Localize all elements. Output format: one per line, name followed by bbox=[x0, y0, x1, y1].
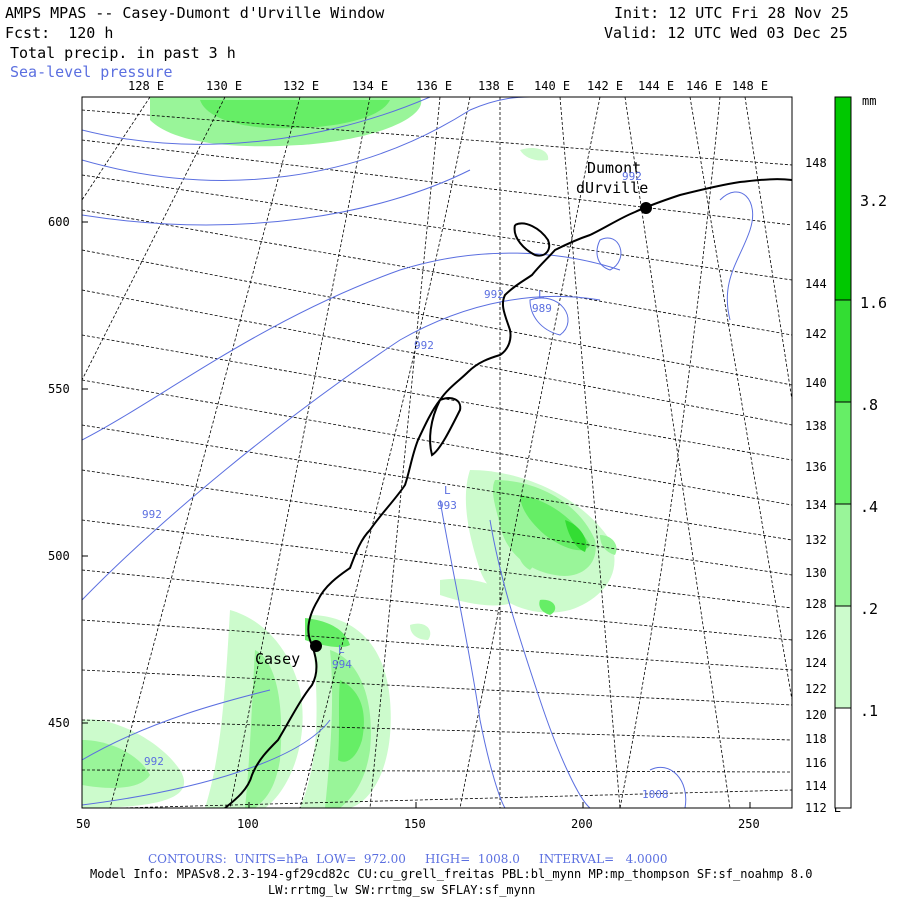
colorbar-label: .8 bbox=[860, 396, 878, 414]
graticule bbox=[82, 97, 792, 808]
svg-text:112 E: 112 E bbox=[805, 801, 841, 815]
map-title: AMPS MPAS -- Casey-Dumont d'Urville Wind… bbox=[5, 4, 385, 22]
top-lon-label: 134 E bbox=[352, 79, 388, 93]
pressure-labels: 992 992 992 992 992 993 989 994 1008 L L… bbox=[142, 170, 669, 801]
colorbar-bin-0p2 bbox=[835, 606, 851, 708]
svg-text:138 E: 138 E bbox=[805, 419, 841, 433]
init-time: Init: 12 UTC Fri 28 Nov 25 bbox=[614, 4, 849, 22]
top-lon-label: 138 E bbox=[478, 79, 514, 93]
svg-text:992: 992 bbox=[414, 339, 434, 352]
svg-text:128 E: 128 E bbox=[805, 597, 841, 611]
svg-text:250: 250 bbox=[738, 817, 760, 831]
colorbar-bin-0p8 bbox=[835, 402, 851, 504]
colorbar-bin-3p2 bbox=[835, 97, 851, 300]
precip-shading bbox=[82, 97, 617, 808]
svg-text:500: 500 bbox=[48, 549, 70, 563]
svg-text:L: L bbox=[338, 643, 345, 656]
scheme-info: LW:rrtmg_lw SW:rrtmg_sw SFLAY:sf_mynn bbox=[268, 883, 536, 897]
contour-info: CONTOURS: UNITS=hPa LOW= 972.00 HIGH= 10… bbox=[148, 852, 668, 866]
colorbar-label: .2 bbox=[860, 600, 878, 618]
field-name: Total precip. in past 3 h bbox=[10, 44, 236, 62]
colorbar-label: 1.6 bbox=[860, 294, 887, 312]
svg-text:116 E: 116 E bbox=[805, 756, 841, 770]
pressure-contours bbox=[82, 97, 754, 808]
top-lon-label: 132 E bbox=[283, 79, 319, 93]
colorbar-unit: mm bbox=[862, 94, 876, 108]
svg-text:148 E: 148 E bbox=[805, 156, 841, 170]
dumont-durville-marker bbox=[640, 202, 652, 214]
valid-time: Valid: 12 UTC Wed 03 Dec 25 bbox=[604, 24, 848, 42]
top-lon-label: 142 E bbox=[587, 79, 623, 93]
overlay-name: Sea-level pressure bbox=[10, 63, 173, 81]
dumont-label: Dumont bbox=[587, 159, 641, 177]
top-lon-label: 144 E bbox=[638, 79, 674, 93]
colorbar-bin-1p6 bbox=[835, 300, 851, 402]
svg-text:600: 600 bbox=[48, 215, 70, 229]
durville-label: dUrville bbox=[576, 179, 648, 197]
svg-text:L: L bbox=[538, 288, 545, 301]
svg-text:992: 992 bbox=[144, 755, 164, 768]
svg-text:450: 450 bbox=[48, 716, 70, 730]
top-lon-label: 140 E bbox=[534, 79, 570, 93]
svg-text:993: 993 bbox=[437, 499, 457, 512]
colorbar-label: 3.2 bbox=[860, 192, 887, 210]
colorbar: mm 3.2 1.6 .8 .4 .2 .1 bbox=[834, 94, 887, 809]
svg-text:114 E: 114 E bbox=[805, 779, 841, 793]
svg-text:100: 100 bbox=[237, 817, 259, 831]
svg-text:120 E: 120 E bbox=[805, 708, 841, 722]
svg-text:140 E: 140 E bbox=[805, 376, 841, 390]
top-lon-label: 128 E bbox=[128, 79, 164, 93]
model-info: Model Info: MPASv8.2.3-194-gf29cd82c CU:… bbox=[90, 867, 813, 881]
svg-text:136 E: 136 E bbox=[805, 460, 841, 474]
svg-text:992: 992 bbox=[142, 508, 162, 521]
svg-text:132 E: 132 E bbox=[805, 533, 841, 547]
svg-text:50: 50 bbox=[76, 817, 90, 831]
colorbar-bin-0p1 bbox=[835, 708, 851, 808]
right-lon-labels: 148 E 146 E 144 E 142 E 140 E 138 E 136 … bbox=[805, 156, 841, 815]
colorbar-label: .1 bbox=[860, 702, 878, 720]
svg-text:122 E: 122 E bbox=[805, 682, 841, 696]
top-lon-labels: 128 E 130 E 132 E 134 E 136 E 138 E 140 … bbox=[128, 79, 768, 93]
svg-text:124 E: 124 E bbox=[805, 656, 841, 670]
svg-text:134 E: 134 E bbox=[805, 498, 841, 512]
svg-text:992: 992 bbox=[484, 288, 504, 301]
top-lon-label: 130 E bbox=[206, 79, 242, 93]
y-axis-labels: 600 550 500 450 bbox=[48, 215, 88, 730]
colorbar-label: .4 bbox=[860, 498, 878, 516]
svg-text:1008: 1008 bbox=[642, 788, 669, 801]
x-axis-labels: 50 100 150 200 250 bbox=[76, 802, 760, 831]
svg-text:992: 992 bbox=[622, 170, 642, 183]
svg-text:142 E: 142 E bbox=[805, 327, 841, 341]
svg-text:146 E: 146 E bbox=[805, 219, 841, 233]
svg-text:200: 200 bbox=[571, 817, 593, 831]
coastline bbox=[224, 178, 792, 808]
map-frame bbox=[81, 96, 793, 809]
top-lon-label: 146 E bbox=[686, 79, 722, 93]
top-lon-label: 136 E bbox=[416, 79, 452, 93]
colorbar-bin-0p4 bbox=[835, 504, 851, 606]
svg-text:L: L bbox=[444, 484, 451, 497]
svg-text:126 E: 126 E bbox=[805, 628, 841, 642]
svg-text:989: 989 bbox=[532, 302, 552, 315]
svg-text:994: 994 bbox=[332, 658, 352, 671]
svg-text:550: 550 bbox=[48, 382, 70, 396]
forecast-hour: Fcst: 120 h bbox=[5, 24, 114, 42]
svg-text:130 E: 130 E bbox=[805, 566, 841, 580]
top-lon-label: 148 E bbox=[732, 79, 768, 93]
svg-text:144 E: 144 E bbox=[805, 277, 841, 291]
casey-label: Casey bbox=[255, 650, 300, 668]
svg-text:118 E: 118 E bbox=[805, 732, 841, 746]
svg-text:150: 150 bbox=[404, 817, 426, 831]
casey-marker bbox=[310, 640, 322, 652]
